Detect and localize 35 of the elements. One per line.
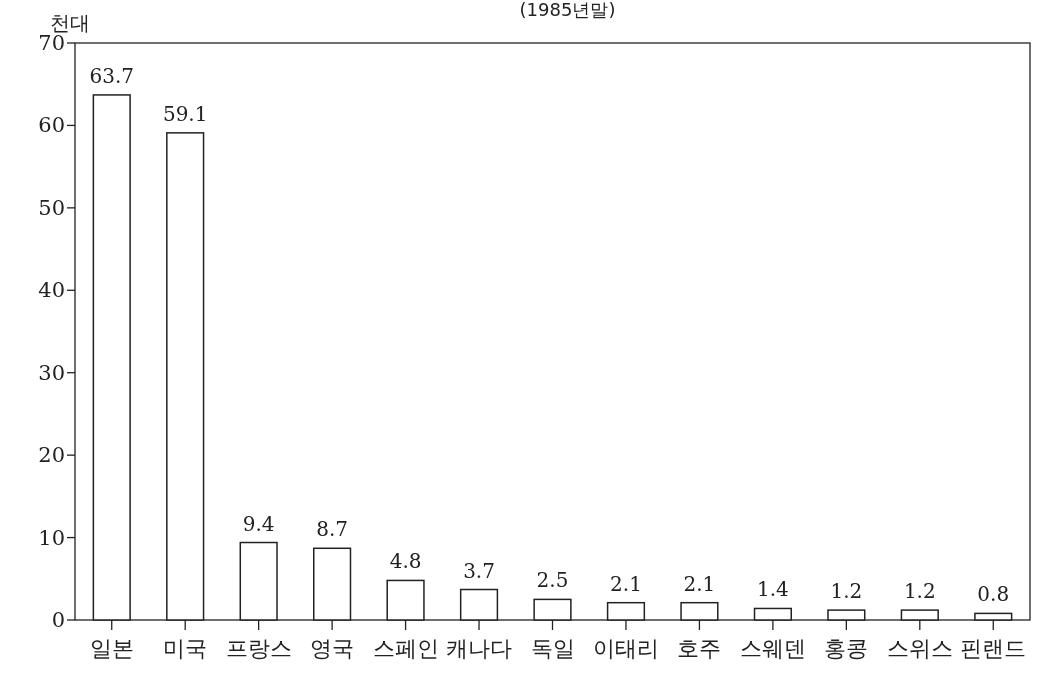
data-label: 2.1 [683,571,716,596]
x-tick-label: 프랑스 [225,636,292,661]
data-label: 4.8 [389,549,422,574]
x-tick-label: 핀랜드 [960,636,1027,661]
x-tick-label: 홍콩 [824,636,869,661]
data-label: 59.1 [162,101,208,126]
y-tick-label: 20 [38,443,65,468]
data-label: 3.7 [463,558,495,583]
x-tick-label: 미국 [163,636,208,661]
y-axis-title: 천대 [50,11,90,35]
data-label: 1.4 [756,577,789,602]
y-tick-label: 60 [38,113,65,138]
x-tick-label: 이태리 [592,636,659,661]
x-tick-label: 스위스 [886,636,953,661]
y-tick-label: 30 [38,360,65,385]
data-label: 0.8 [977,582,1010,607]
x-tick-label: 호주 [677,636,722,661]
y-tick-label: 40 [38,278,65,303]
x-tick-label: 캐나다 [446,636,513,661]
data-label: 2.1 [610,571,642,596]
y-tick-label: 0 [51,608,65,632]
x-tick-label: 스페인 [372,636,439,661]
data-label: 63.7 [89,63,134,88]
chart-subtitle: (1985년말) [519,0,616,20]
data-label: 9.4 [242,511,275,536]
y-tick-label: 10 [38,525,65,550]
x-tick-label: 스웨덴 [739,636,806,661]
y-tick-label: 50 [38,195,65,220]
x-tick-label: 영국 [310,636,355,661]
data-label: 1.2 [903,579,936,604]
data-label: 2.5 [536,568,569,593]
data-label: 8.7 [316,517,349,542]
data-label: 1.2 [830,579,863,604]
x-tick-label: 독일 [530,636,575,661]
x-tick-label: 일본 [89,636,134,661]
